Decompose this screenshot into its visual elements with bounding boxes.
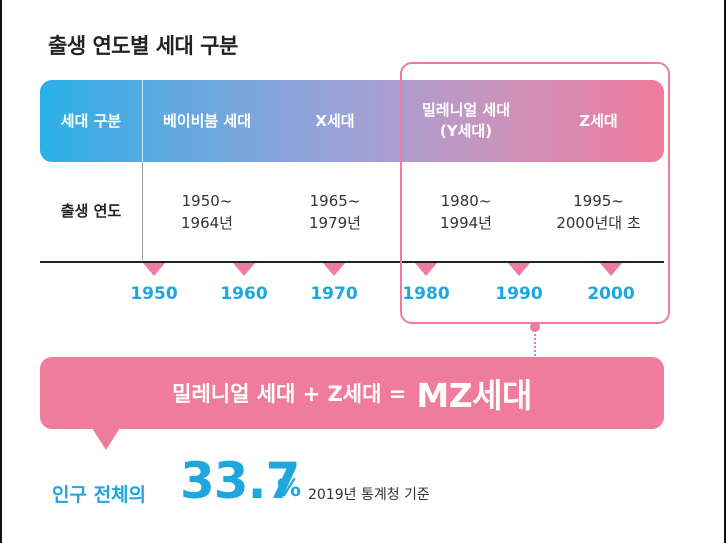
mz-connector-line	[534, 334, 536, 356]
frame-border-right	[724, 0, 726, 543]
mz-equation: 밀레니얼 세대 + Z세대 =	[172, 382, 407, 406]
stat-unit: %	[277, 474, 302, 502]
timeline-tick	[508, 263, 530, 276]
timeline-tick	[143, 263, 165, 276]
timeline-year: 1960	[220, 284, 268, 304]
timeline-tick	[600, 263, 622, 276]
birth-range-millennial: 1980~ 1994년	[440, 192, 492, 232]
mz-banner-tail	[92, 428, 120, 450]
row-divider	[142, 162, 143, 260]
birth-range-x: 1965~ 1979년	[309, 192, 361, 232]
timeline-year: 1990	[495, 284, 543, 304]
timeline-tick	[415, 263, 437, 276]
birth-range-z: 1995~ 2000년대 초	[556, 192, 641, 232]
timeline-tick	[323, 263, 345, 276]
timeline-year: 2000	[587, 284, 635, 304]
generation-x: X세대	[315, 111, 355, 130]
page-title: 출생 연도별 세대 구분	[48, 34, 238, 58]
mz-banner: 밀레니얼 세대 + Z세대 = MZ세대	[40, 357, 664, 429]
header-label: 세대 구분	[60, 111, 122, 130]
mz-result: MZ세대	[416, 376, 532, 415]
header-divider	[142, 80, 143, 162]
generation-z: Z세대	[579, 111, 618, 130]
timeline-year: 1950	[130, 284, 178, 304]
timeline-year: 1970	[310, 284, 358, 304]
timeline-axis	[40, 261, 664, 263]
generation-header-bar	[40, 80, 664, 162]
generation-baby-boom: 베이비붐 세대	[162, 111, 252, 130]
stat-value: 33.7	[180, 452, 300, 510]
timeline-tick	[233, 263, 255, 276]
mz-connector-dot	[530, 322, 540, 332]
birth-year-label: 출생 연도	[60, 202, 122, 220]
generation-millennial: 밀레니얼 세대 (Y세대)	[421, 101, 511, 140]
stat-prefix: 인구 전체의	[52, 484, 147, 506]
frame-border-left	[0, 0, 2, 543]
birth-range-baby-boom: 1950~ 1964년	[181, 192, 233, 232]
timeline-year: 1980	[402, 284, 450, 304]
mz-highlight-box	[400, 62, 670, 324]
stat-source: 2019년 통계청 기준	[308, 487, 430, 503]
